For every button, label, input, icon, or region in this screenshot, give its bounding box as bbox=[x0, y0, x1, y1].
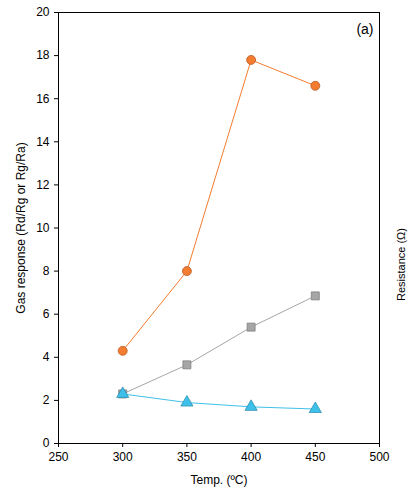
svg-text:250: 250 bbox=[48, 450, 68, 464]
svg-text:300: 300 bbox=[113, 450, 133, 464]
svg-text:400: 400 bbox=[241, 450, 261, 464]
svg-text:6: 6 bbox=[43, 307, 50, 321]
svg-text:16: 16 bbox=[36, 92, 50, 106]
svg-text:Resistance (Ω): Resistance (Ω) bbox=[395, 228, 407, 301]
svg-text:Temp. (ºC): Temp. (ºC) bbox=[190, 473, 247, 487]
svg-text:350: 350 bbox=[177, 450, 197, 464]
svg-text:20: 20 bbox=[36, 5, 50, 19]
svg-text:450: 450 bbox=[305, 450, 325, 464]
svg-text:2: 2 bbox=[43, 393, 50, 407]
svg-text:Gas response (Rd/Rg or Rg/Ra): Gas response (Rd/Rg or Rg/Ra) bbox=[14, 142, 28, 313]
svg-text:500: 500 bbox=[369, 450, 389, 464]
svg-text:18: 18 bbox=[36, 48, 50, 62]
svg-text:14: 14 bbox=[36, 135, 50, 149]
svg-text:12: 12 bbox=[36, 178, 50, 192]
svg-text:8: 8 bbox=[43, 264, 50, 278]
svg-text:(a): (a) bbox=[356, 21, 373, 37]
svg-text:4: 4 bbox=[43, 350, 50, 364]
svg-text:10: 10 bbox=[36, 221, 50, 235]
svg-text:0: 0 bbox=[43, 436, 50, 450]
